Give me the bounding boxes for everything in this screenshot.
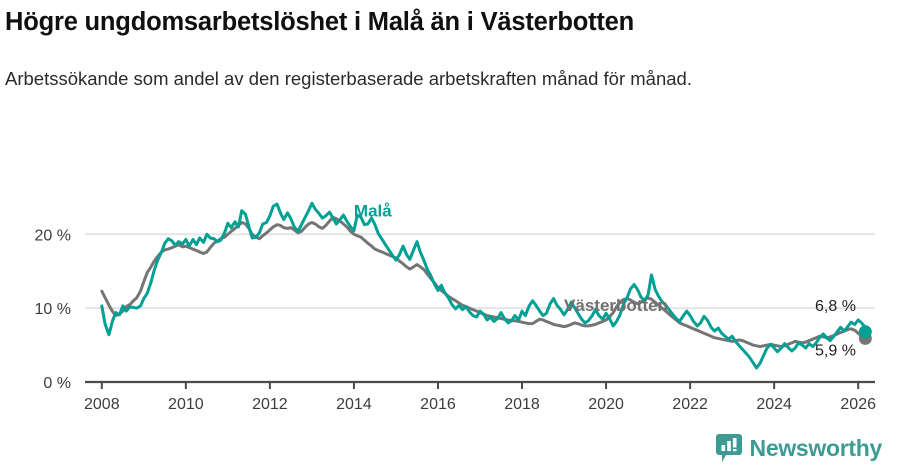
series-line-vasterbotten: [100, 215, 867, 349]
vasterbotten-series-label: Västerbotten: [564, 296, 668, 315]
page-title: Högre ungdomsarbetslöshet i Malå än i Vä…: [5, 8, 635, 36]
series-lines: [100, 201, 867, 370]
x-tick-label: 2010: [168, 396, 204, 413]
footer: Newsworthy: [0, 430, 900, 474]
bar-chart-bubble-icon: [715, 434, 742, 462]
newsworthy-logo[interactable]: Newsworthy: [715, 434, 883, 463]
x-tick-label: 2016: [420, 396, 456, 413]
x-tick-label: 2024: [756, 396, 792, 413]
end-dot-mala: [858, 325, 872, 339]
y-tick-label: 10 %: [35, 301, 71, 318]
chart-container: 0 % 10 % 20 % 2008 2010 2012 2014 2016 2018 2020…: [0, 150, 900, 420]
x-tick-label: 2022: [672, 396, 708, 413]
x-tick-label: 2008: [84, 396, 120, 413]
page-subtitle: Arbetssökande som andel av den registerb…: [5, 68, 692, 89]
end-point-markers: [858, 325, 872, 345]
x-tick-label: 2014: [336, 396, 372, 413]
x-tick-label: 2020: [588, 396, 624, 413]
line-chart: 0 % 10 % 20 % 2008 2010 2012 2014 2016 2018 2020…: [35, 201, 877, 413]
y-tick-label: 20 %: [35, 227, 71, 244]
series-line-mala: [100, 201, 867, 370]
x-axis-ticks: 2008 2010 2012 2014 2016 2018 2020 2022 2024 2026: [84, 382, 876, 413]
x-tick-label: 2018: [504, 396, 540, 413]
y-axis-ticks: 0 % 10 % 20 %: [35, 227, 71, 392]
mala-end-label: 6,8 %: [815, 298, 856, 315]
x-tick-label: 2012: [252, 396, 288, 413]
x-tick-label: 2026: [840, 396, 876, 413]
mala-series-label: Malå: [354, 202, 392, 221]
vasterbotten-end-label: 5,9 %: [815, 342, 856, 359]
chart-annotations: Malå Västerbotten 6,8 % 5,9 %: [354, 202, 856, 360]
logo-text: Newsworthy: [749, 435, 883, 461]
gridlines: [85, 233, 875, 310]
y-tick-label: 0 %: [43, 375, 71, 392]
